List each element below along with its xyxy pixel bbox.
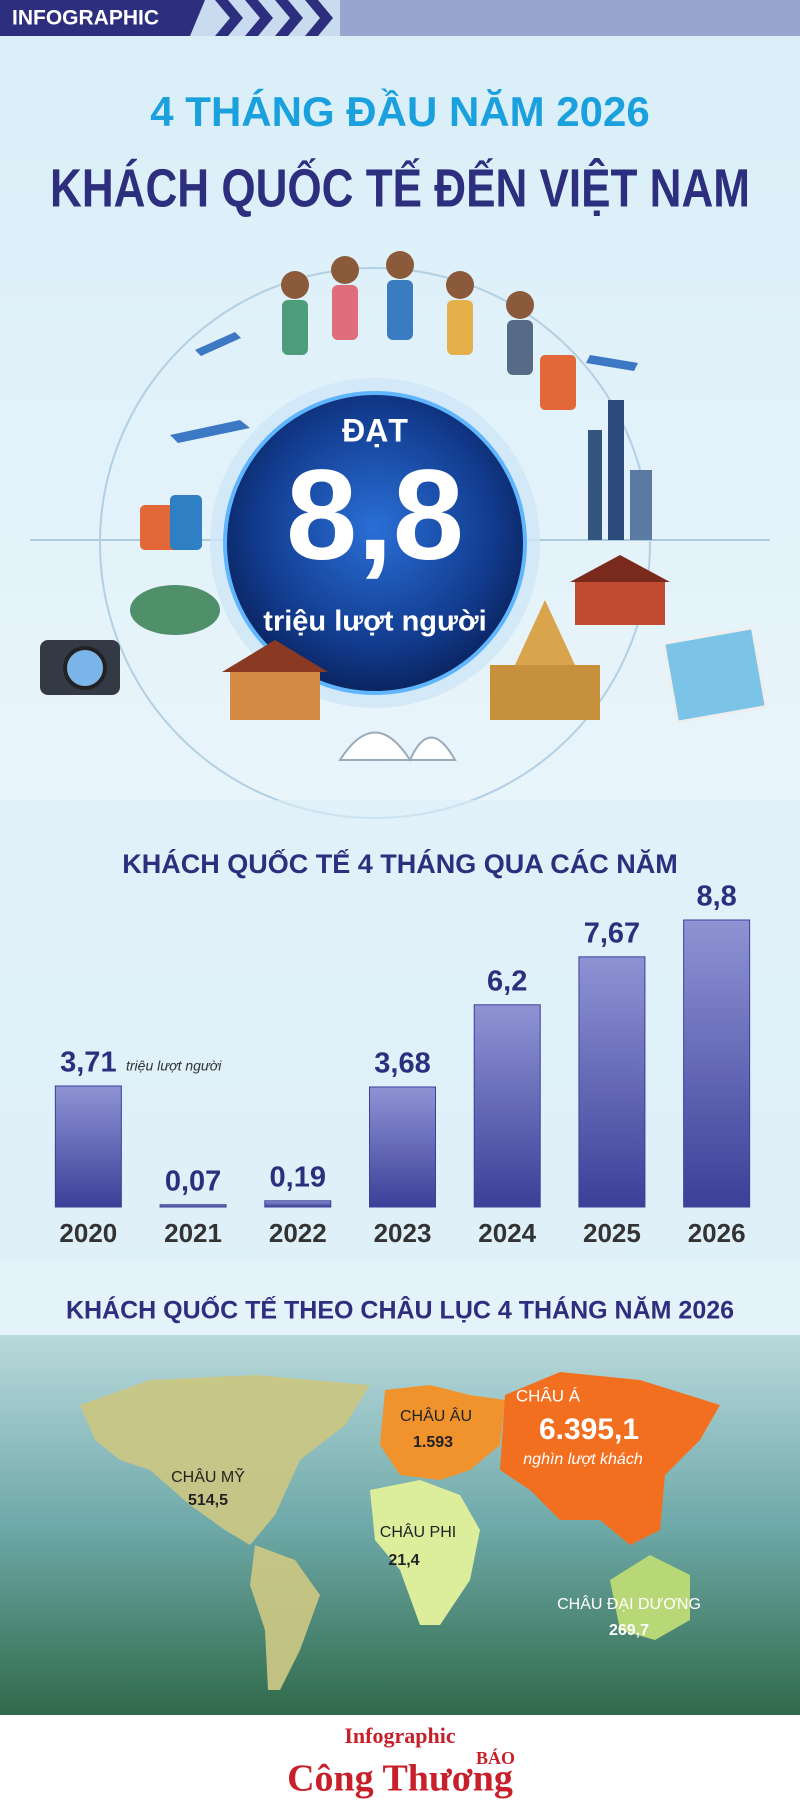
- region-unit: nghìn lượt khách: [523, 1451, 643, 1468]
- region-value: 269,7: [609, 1622, 649, 1639]
- region-value: 514,5: [188, 1492, 228, 1509]
- bar: [54, 1085, 122, 1208]
- footer-brand: Công Thương: [287, 1758, 513, 1800]
- chart-annotation: triệu lượt người: [126, 1058, 222, 1074]
- x-tick-label: 2023: [374, 1218, 432, 1248]
- x-tick-label: 2020: [59, 1218, 117, 1248]
- value-label: 8,8: [696, 881, 736, 913]
- bar: [683, 919, 751, 1208]
- bars: 3,71 2020 0,07 2021 0,19 2022 3,68 2023 6,2 2024 7…: [54, 881, 751, 1248]
- map-shapes: [80, 1372, 720, 1690]
- region-name: CHÂU MỸ: [171, 1466, 245, 1486]
- region-name: CHÂU ÂU: [400, 1406, 472, 1425]
- header-tag-bg: [0, 0, 205, 36]
- x-tick-label: 2026: [688, 1218, 746, 1248]
- value-label: 7,67: [584, 918, 640, 950]
- title-line2: KHÁCH QUỐC TẾ ĐẾN VIỆT NAM: [50, 157, 750, 218]
- bar: [473, 1004, 541, 1208]
- region-value: 1.593: [413, 1434, 453, 1451]
- header-tag: INFOGRAPHIC: [12, 7, 159, 30]
- region-name: CHÂU ĐẠI DƯƠNG: [557, 1594, 701, 1613]
- footer-brand-top: BÁO: [476, 1747, 515, 1768]
- bar: [578, 956, 646, 1208]
- hero-label: ĐẠT: [342, 412, 408, 448]
- bar: [369, 1086, 436, 1208]
- map-title: KHÁCH QUỐC TẾ THEO CHÂU LỤC 4 THÁNG NĂM …: [66, 1295, 734, 1325]
- region-value: 6.395,1: [539, 1413, 639, 1446]
- hero-value: 8,8: [286, 444, 464, 587]
- value-label: 0,19: [270, 1161, 326, 1193]
- value-label: 6,2: [487, 965, 527, 997]
- region-name: CHÂU PHI: [380, 1522, 456, 1541]
- chart-title: KHÁCH QUỐC TẾ 4 THÁNG QUA CÁC NĂM: [122, 847, 678, 879]
- title-line1: 4 THÁNG ĐẦU NĂM 2026: [150, 88, 649, 135]
- value-label: 0,07: [165, 1165, 221, 1197]
- footer-label: Infographic: [344, 1723, 455, 1748]
- x-tick-label: 2024: [478, 1218, 536, 1248]
- bar: [159, 1204, 227, 1208]
- value-label: 3,68: [374, 1048, 430, 1080]
- decor-icons: [40, 251, 768, 763]
- x-tick-label: 2025: [583, 1218, 641, 1248]
- x-tick-label: 2021: [164, 1218, 222, 1248]
- header-chevrons: [215, 0, 333, 36]
- orb: [223, 391, 527, 695]
- hero-unit: triệu lượt người: [263, 606, 486, 638]
- value-label: 3,71: [60, 1047, 116, 1079]
- x-tick-label: 2022: [269, 1218, 327, 1248]
- header-band: [340, 0, 800, 36]
- region-value: 21,4: [388, 1552, 419, 1569]
- region-name: CHÂU Á: [516, 1386, 581, 1405]
- bar: [264, 1200, 332, 1208]
- footer-bg: [0, 1715, 800, 1811]
